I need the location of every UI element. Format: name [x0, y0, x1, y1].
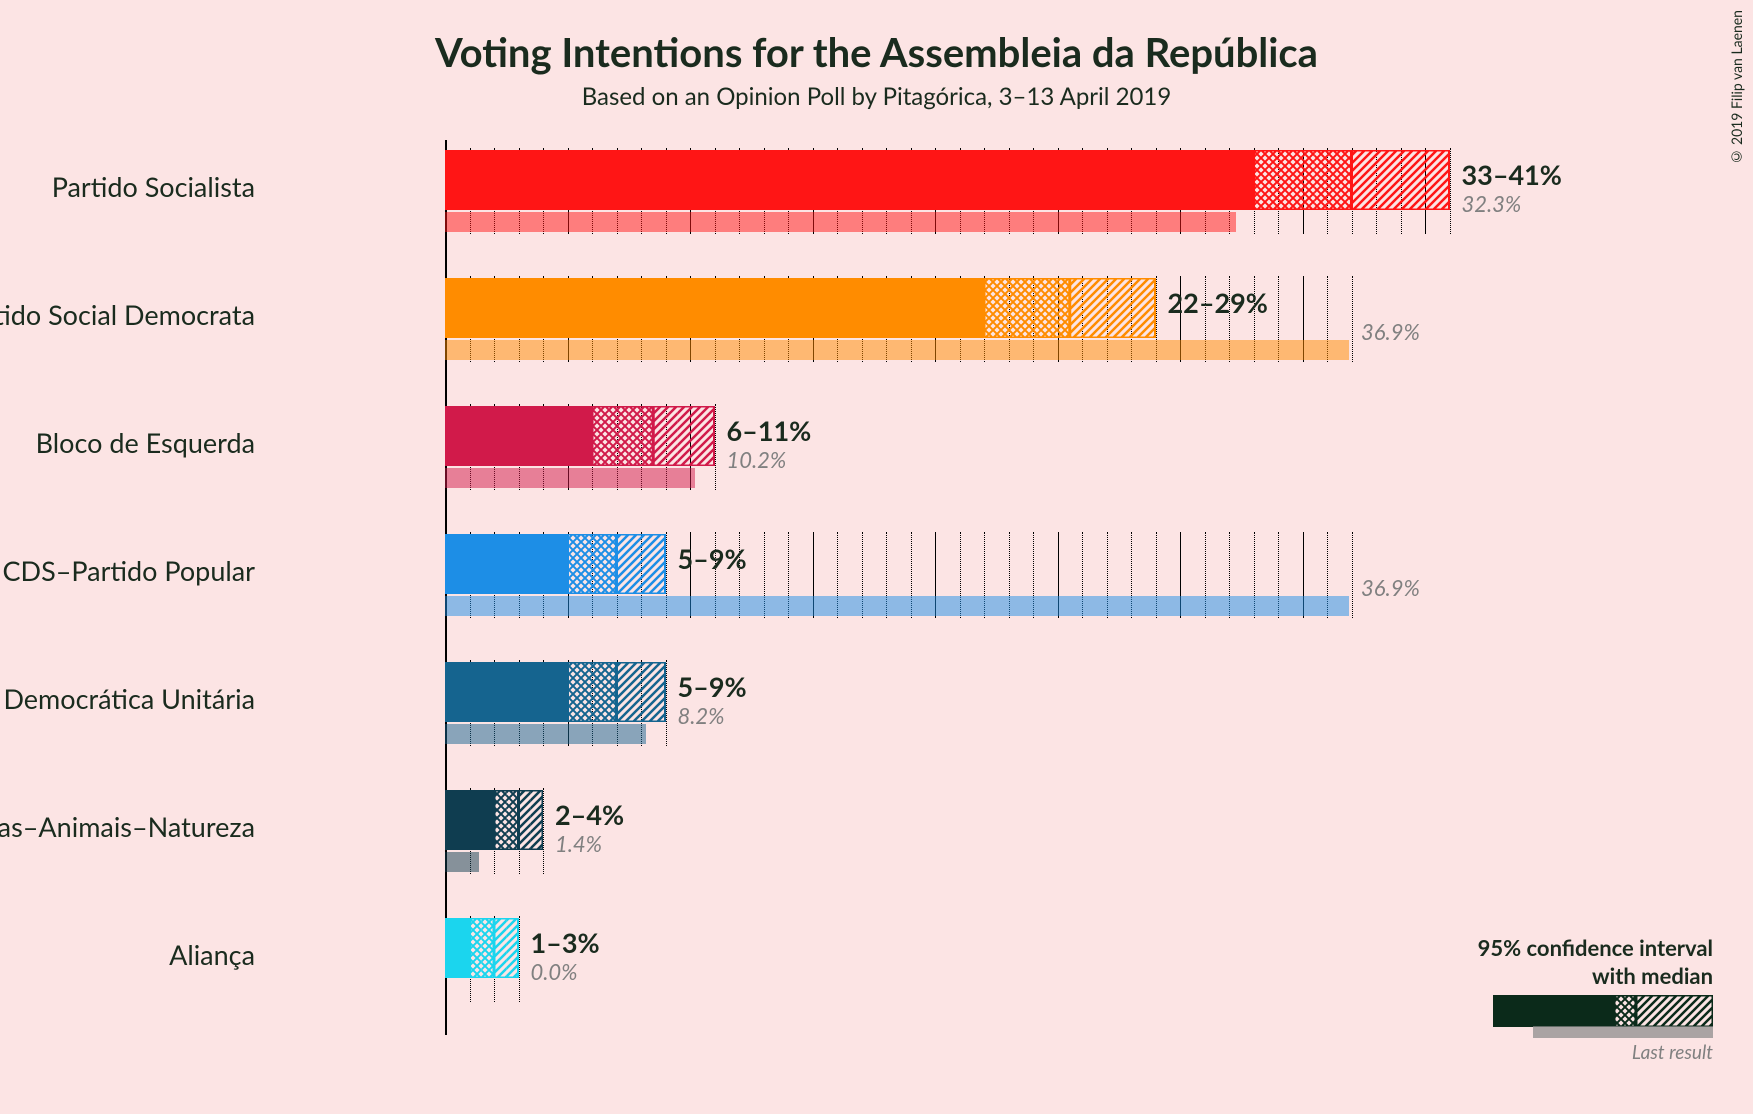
legend-title: 95% confidence interval with median — [1478, 934, 1713, 989]
last-result-bar — [445, 724, 646, 744]
range-label: 33–41% — [1462, 158, 1562, 191]
party-label: Aliança — [0, 938, 255, 971]
range-label: 5–9% — [678, 542, 747, 575]
ci-bar — [445, 534, 666, 594]
ci-bar — [445, 662, 666, 722]
party-row: Aliança 1–3% 0.0% — [445, 908, 1575, 1036]
range-label: 2–4% — [555, 798, 624, 831]
party-label: Coligação Democrática Unitária — [0, 682, 255, 715]
legend-line1: 95% confidence interval — [1478, 934, 1713, 961]
legend-line2: with median — [1592, 962, 1713, 989]
last-result-label: 1.4% — [555, 830, 602, 857]
last-result-bar — [445, 596, 1349, 616]
chart-title: Voting Intentions for the Assembleia da … — [0, 0, 1753, 76]
party-label: Pessoas–Animais–Natureza — [0, 810, 255, 843]
party-row: Coligação Democrática Unitária 5–9% 8.2% — [445, 652, 1575, 780]
legend-last-label: Last result — [1478, 1041, 1713, 1064]
last-result-bar — [445, 212, 1236, 232]
party-label: Bloco de Esquerda — [0, 426, 255, 459]
last-result-label: 8.2% — [678, 702, 725, 729]
last-result-label: 0.0% — [531, 958, 578, 985]
legend-last-sample — [1533, 1026, 1713, 1038]
party-row: Partido Socialista 33–41% 32.3% — [445, 140, 1575, 268]
range-label: 1–3% — [531, 926, 600, 959]
range-label: 6–11% — [727, 414, 812, 447]
last-result-label: 36.9% — [1361, 574, 1420, 601]
party-label: CDS–Partido Popular — [0, 554, 255, 587]
range-label: 22–29% — [1168, 286, 1268, 319]
ci-bar — [445, 150, 1450, 210]
ci-bar — [445, 278, 1156, 338]
range-label: 5–9% — [678, 670, 747, 703]
legend: 95% confidence interval with median Last… — [1478, 934, 1713, 1064]
party-label: Partido Socialista — [0, 170, 255, 203]
party-row: Partido Social Democrata 22–29% 36.9% — [445, 268, 1575, 396]
ci-bar — [445, 790, 543, 850]
chart-area: Partido Socialista 33–41% 32.3% Partido — [445, 140, 1575, 1045]
ci-bar — [445, 406, 715, 466]
last-result-label: 36.9% — [1361, 318, 1420, 345]
copyright-label: © 2019 Filip van Laenen — [1728, 10, 1745, 166]
party-row: Pessoas–Animais–Natureza 2–4% 1.4% — [445, 780, 1575, 908]
party-row: Bloco de Esquerda 6–11% 10.2% — [445, 396, 1575, 524]
last-result-bar — [445, 468, 695, 488]
party-row: CDS–Partido Popular 5–9% 36.9% — [445, 524, 1575, 652]
chart-subtitle: Based on an Opinion Poll by Pitagórica, … — [0, 82, 1753, 111]
last-result-label: 32.3% — [1462, 190, 1522, 217]
last-result-bar — [445, 852, 479, 872]
last-result-label: 10.2% — [727, 446, 787, 473]
ci-bar — [445, 918, 519, 978]
legend-ci-sample — [1493, 995, 1713, 1027]
last-result-bar — [445, 340, 1349, 360]
party-label: Partido Social Democrata — [0, 298, 255, 331]
